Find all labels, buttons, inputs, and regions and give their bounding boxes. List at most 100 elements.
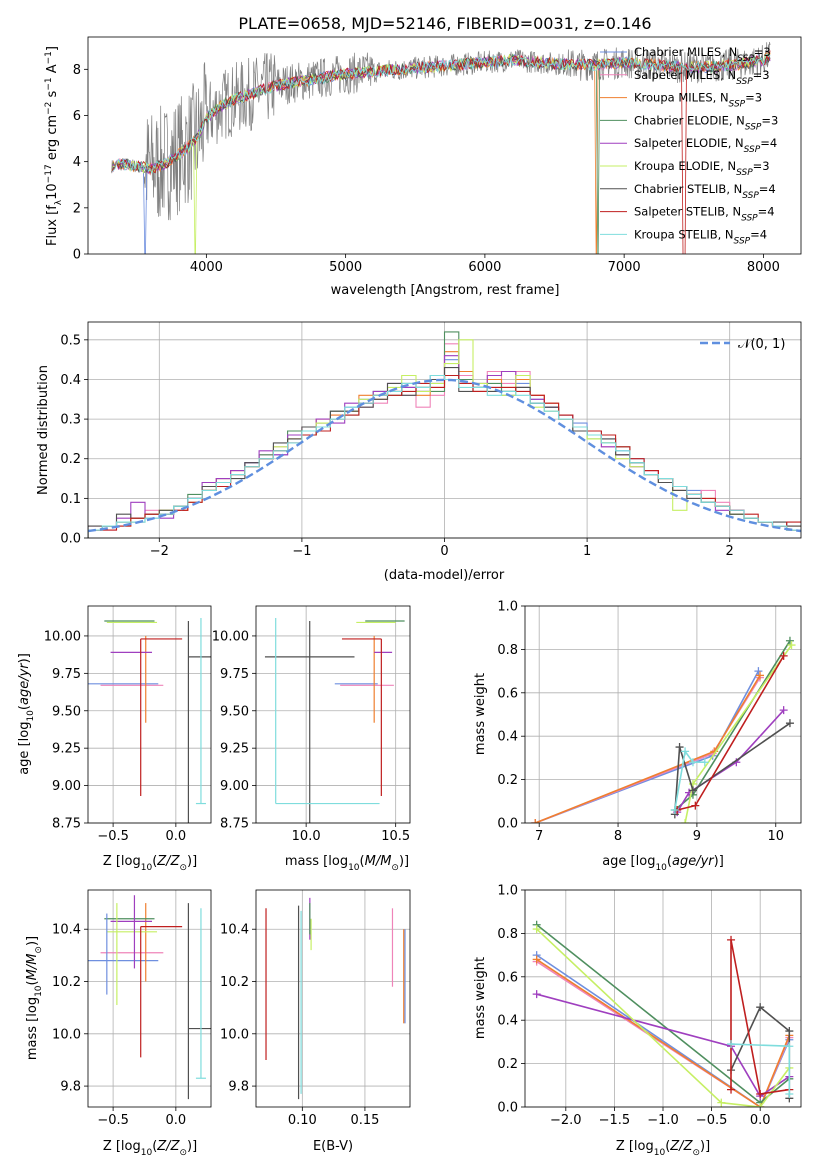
y-tick-label: 8.75 bbox=[52, 817, 81, 832]
weight-line bbox=[535, 670, 760, 823]
x-axis-label: (data-model)/error bbox=[384, 568, 505, 583]
axes-massweight-vs-age: 7 8 9 10 0.0 0.2 0.4 0.6 0.8 1.0 bbox=[497, 600, 802, 844]
weight-line bbox=[536, 958, 791, 1107]
axes-massweight-vs-Z: −2.0 −1.5 −1.0 −0.5 0.0 0.0 0.2 0.4 0.6 0.8 1.0 bbox=[497, 884, 802, 1128]
y-tick-label: 0.1 bbox=[60, 492, 81, 507]
x-tick-label: 10.0 bbox=[292, 829, 321, 844]
y-axis-label: mass weight bbox=[473, 957, 488, 1039]
y-tick-label: 0.2 bbox=[60, 452, 81, 467]
y-tick-label: 0.4 bbox=[497, 1014, 518, 1029]
y-tick-label: 9.25 bbox=[52, 742, 81, 757]
weight-marker bbox=[532, 990, 541, 999]
legend-label: Salpeter ELODIE, NSSP=4 bbox=[634, 136, 777, 155]
axes-frame bbox=[87, 889, 212, 1108]
weight-marker bbox=[727, 1040, 736, 1049]
y-tick-label: 9.50 bbox=[220, 704, 249, 719]
x-tick-label: 2 bbox=[726, 544, 734, 559]
x-tick-label: −2 bbox=[150, 544, 169, 559]
model-spectrum bbox=[111, 54, 771, 175]
plot-area bbox=[265, 897, 406, 1100]
y-tick-label: 10.2 bbox=[52, 975, 81, 990]
x-axis-label: wavelength [Angstrom, rest frame] bbox=[331, 283, 560, 298]
x-axis-label: E(B-V) bbox=[313, 1139, 353, 1154]
axes-frame bbox=[87, 36, 802, 255]
weight-line bbox=[730, 939, 790, 1095]
y-tick-label: 0.3 bbox=[60, 413, 81, 428]
y-tick-label: 9.75 bbox=[52, 667, 81, 682]
weight-marker bbox=[675, 743, 684, 752]
y-tick-label: 0.0 bbox=[497, 817, 518, 832]
weight-marker bbox=[779, 651, 788, 660]
axes-frame bbox=[524, 605, 802, 824]
weight-marker bbox=[754, 667, 763, 676]
y-tick-label: 0 bbox=[73, 248, 81, 263]
model-spectrum bbox=[111, 53, 771, 175]
weight-marker bbox=[691, 801, 700, 810]
weight-line bbox=[535, 677, 761, 823]
histogram-series bbox=[88, 367, 801, 538]
y-tick-label: 10.00 bbox=[212, 629, 249, 644]
x-tick-label: 8 bbox=[614, 829, 622, 844]
weight-marker bbox=[727, 1085, 736, 1094]
y-tick-label: 9.50 bbox=[52, 704, 81, 719]
weight-marker bbox=[785, 1089, 794, 1098]
x-tick-label: −0.5 bbox=[97, 1113, 129, 1128]
y-tick-label: 8.75 bbox=[220, 817, 249, 832]
weight-line bbox=[674, 722, 791, 815]
x-tick-label: 0.15 bbox=[350, 1113, 379, 1128]
weight-marker bbox=[785, 1042, 794, 1051]
axes-spectrum: 4000 5000 6000 7000 8000 0 2 4 6 8 Chabrier MILES,… bbox=[73, 36, 802, 275]
legend-label: Salpeter STELIB, NSSP=4 bbox=[634, 205, 775, 224]
x-tick-label: 7 bbox=[535, 829, 543, 844]
y-axis-label: age [log10(age/yr)] bbox=[17, 653, 36, 775]
plot-area bbox=[531, 636, 796, 823]
y-tick-label: 6 bbox=[73, 109, 81, 124]
x-tick-label: 5000 bbox=[329, 260, 362, 275]
x-tick-label: −1.5 bbox=[599, 1113, 631, 1128]
weight-line bbox=[535, 674, 761, 823]
y-tick-label: 0.6 bbox=[497, 970, 518, 985]
weight-marker bbox=[688, 758, 697, 767]
x-tick-label: 0.0 bbox=[166, 1113, 187, 1128]
x-tick-label: 0.10 bbox=[288, 1113, 317, 1128]
x-tick-label: −1 bbox=[292, 544, 311, 559]
weight-marker bbox=[787, 641, 796, 650]
weight-marker bbox=[727, 935, 736, 944]
legend-label: Kroupa STELIB, NSSP=4 bbox=[634, 227, 767, 246]
x-axis-label: mass [log10(M/M⊙)] bbox=[285, 854, 409, 873]
weight-marker bbox=[670, 805, 679, 814]
axes-frame bbox=[255, 605, 411, 824]
y-tick-label: 0.0 bbox=[497, 1101, 518, 1116]
model-spectrum bbox=[111, 52, 771, 254]
y-tick-label: 1.0 bbox=[497, 884, 518, 899]
weight-marker bbox=[681, 747, 690, 756]
x-tick-label: −0.5 bbox=[696, 1113, 728, 1128]
y-tick-label: 10.4 bbox=[220, 923, 249, 938]
plot-area bbox=[88, 331, 801, 538]
y-tick-label: 0.2 bbox=[497, 1057, 518, 1072]
y-tick-label: 9.00 bbox=[52, 779, 81, 794]
y-tick-label: 9.25 bbox=[220, 742, 249, 757]
x-axis-label: Z [log10(Z/Z⊙)] bbox=[103, 854, 197, 873]
y-tick-label: 10.2 bbox=[220, 975, 249, 990]
x-tick-label: 9 bbox=[693, 829, 701, 844]
weight-marker bbox=[756, 1003, 765, 1012]
axes-mass-vs-EBV: 0.10 0.15 9.8 10.0 10.2 10.4 bbox=[220, 889, 411, 1128]
weight-line bbox=[674, 749, 705, 811]
x-tick-label: 8000 bbox=[747, 260, 780, 275]
y-tick-label: 9.00 bbox=[220, 779, 249, 794]
axes-frame bbox=[255, 889, 411, 1108]
y-tick-label: 10.00 bbox=[44, 629, 81, 644]
normal-curve bbox=[88, 378, 801, 533]
weight-marker bbox=[531, 819, 540, 823]
y-tick-label: 9.8 bbox=[60, 1080, 81, 1095]
x-tick-label: 7000 bbox=[608, 260, 641, 275]
x-axis-label: age [log10(age/yr)] bbox=[602, 854, 724, 873]
legend-label: Chabrier ELODIE, NSSP=3 bbox=[634, 113, 778, 132]
y-tick-label: 10.4 bbox=[52, 923, 81, 938]
axes-frame bbox=[87, 321, 802, 539]
y-tick-label: 2 bbox=[73, 201, 81, 216]
plot-area bbox=[532, 920, 794, 1107]
